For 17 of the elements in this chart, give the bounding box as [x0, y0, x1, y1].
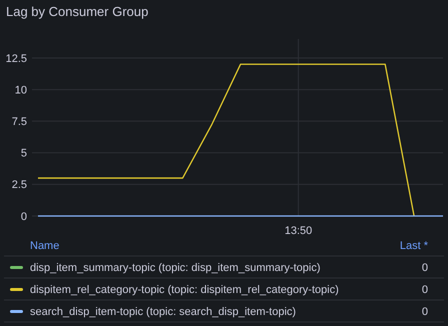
- text: 0: [422, 262, 428, 274]
- y-tick-label: 0: [20, 210, 27, 223]
- text: 0: [422, 306, 428, 318]
- y-tick-label: 5: [20, 148, 27, 160]
- legend-label: disp_item_summary-topic (topic: disp_item_summary-topic): [30, 262, 320, 274]
- y-tick-label: 10: [14, 84, 27, 96]
- legend-title: Name: [30, 240, 60, 252]
- y-tick-label: 12.5: [6, 52, 27, 65]
- text: Last *: [400, 240, 429, 252]
- x-tick-label: 13:50: [284, 224, 312, 237]
- y-tick-label: 7.5: [12, 116, 27, 128]
- legend-label: search_disp_item-topic (topic: search_disp_item-topic): [30, 306, 296, 318]
- legend-label: dispitem_rel_category-topic (topic: dispitem_rel_category-topic): [30, 284, 339, 296]
- y-tick-label: 2.5: [12, 179, 27, 192]
- text: 0: [422, 284, 428, 296]
- line-series: [37, 64, 415, 217]
- chart-title: Lag by Consumer Group: [6, 4, 148, 19]
